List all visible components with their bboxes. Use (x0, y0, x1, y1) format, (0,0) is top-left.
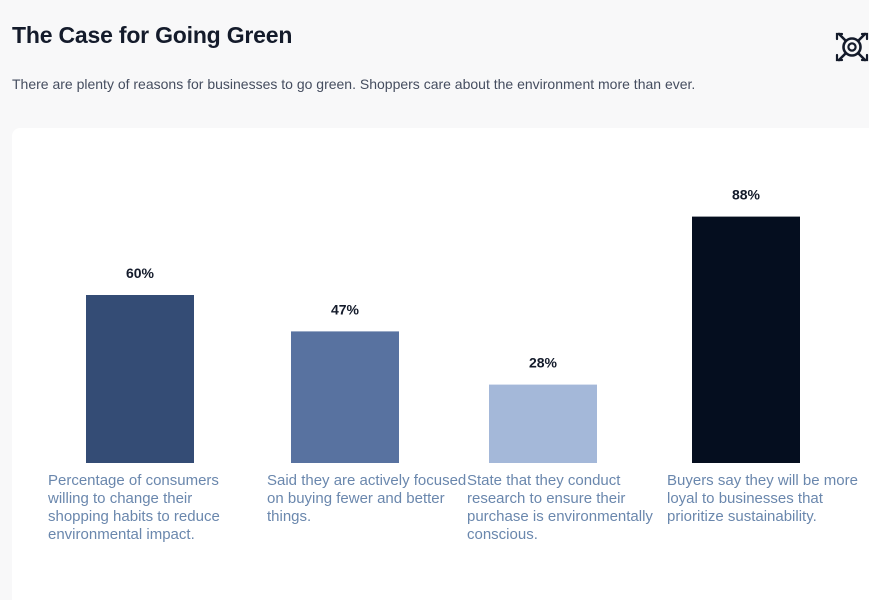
bar-4 (692, 216, 800, 463)
bar-description: Percentage of consumers willing to chang… (48, 472, 220, 543)
bar-1 (86, 295, 194, 463)
gear-circle-icon (835, 32, 869, 62)
bar-description: State that they conduct research to ensu… (467, 472, 653, 543)
chart-card: 60% 47% 28% 88% Percentage of consumers wil… (12, 128, 869, 600)
bar-3 (489, 384, 597, 463)
bar-value-label-3: 28% (529, 355, 558, 371)
bar-description: Said they are actively focused on buying… (267, 472, 467, 525)
page-subtitle: There are plenty of reasons for business… (12, 76, 696, 92)
bar-value-label-4: 88% (732, 187, 761, 203)
bar-chart: 60% 47% 28% 88% (86, 187, 800, 463)
bar-description: Buyers say they will be more loyal to bu… (667, 472, 858, 525)
bar-value-label-2: 47% (331, 301, 360, 317)
page-title: The Case for Going Green (12, 22, 293, 48)
bar-value-label-1: 60% (126, 265, 155, 281)
bar-2 (291, 331, 399, 463)
